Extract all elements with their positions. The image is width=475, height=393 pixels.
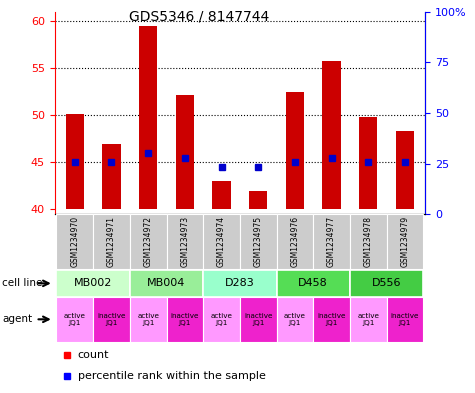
Bar [203,270,276,297]
Text: D556: D556 [372,278,401,288]
Text: GSM1234971: GSM1234971 [107,216,116,267]
Text: active
JQ1: active JQ1 [210,313,233,326]
Bar [203,297,240,342]
Bar [130,214,167,269]
Bar [387,297,423,342]
Bar [249,191,267,209]
Bar [203,214,240,269]
Text: inactive
JQ1: inactive JQ1 [244,313,273,326]
Text: GSM1234979: GSM1234979 [400,216,409,267]
Bar [176,95,194,209]
Bar [276,214,313,269]
Bar [313,214,350,269]
Text: MB004: MB004 [147,278,186,288]
Text: GSM1234978: GSM1234978 [364,216,373,267]
Bar [93,214,130,269]
Text: GSM1234975: GSM1234975 [254,216,263,267]
Bar [93,297,130,342]
Bar [350,297,387,342]
Bar [276,297,313,342]
Text: GSM1234973: GSM1234973 [180,216,190,267]
Bar [167,214,203,269]
Bar [102,143,121,209]
Text: inactive
JQ1: inactive JQ1 [391,313,419,326]
Bar [350,214,387,269]
Bar [212,181,231,209]
Text: inactive
JQ1: inactive JQ1 [171,313,199,326]
Text: MB002: MB002 [74,278,112,288]
Text: inactive
JQ1: inactive JQ1 [317,313,346,326]
Text: cell line: cell line [2,278,43,288]
Text: GSM1234970: GSM1234970 [70,216,79,267]
Bar [240,214,276,269]
Bar [57,270,130,297]
Text: active
JQ1: active JQ1 [357,313,379,326]
Bar [350,270,423,297]
Bar [323,61,341,209]
Bar [57,214,93,269]
Text: D283: D283 [225,278,255,288]
Text: inactive
JQ1: inactive JQ1 [97,313,126,326]
Bar [240,297,276,342]
Bar [359,117,378,209]
Text: count: count [77,350,109,360]
Text: D458: D458 [298,278,328,288]
Bar [396,131,414,209]
Text: GSM1234977: GSM1234977 [327,216,336,267]
Text: agent: agent [2,314,32,324]
Bar [66,114,84,209]
Text: GSM1234972: GSM1234972 [143,216,152,267]
Bar [57,297,93,342]
Bar [286,92,304,209]
Text: active
JQ1: active JQ1 [284,313,306,326]
Text: percentile rank within the sample: percentile rank within the sample [77,371,266,381]
Bar [130,270,203,297]
Text: active
JQ1: active JQ1 [64,313,86,326]
Text: GSM1234976: GSM1234976 [290,216,299,267]
Bar [139,26,157,209]
Bar [167,297,203,342]
Text: GSM1234974: GSM1234974 [217,216,226,267]
Bar [276,270,350,297]
Bar [313,297,350,342]
Bar [387,214,423,269]
Text: active
JQ1: active JQ1 [137,313,159,326]
Text: GDS5346 / 8147744: GDS5346 / 8147744 [129,10,270,24]
Bar [130,297,167,342]
